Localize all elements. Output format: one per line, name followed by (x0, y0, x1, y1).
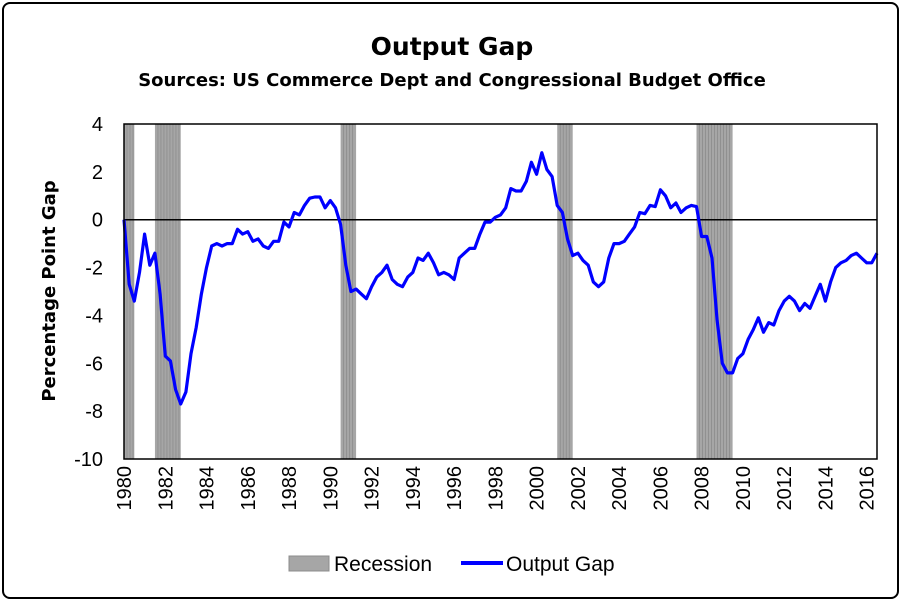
x-tick-label: 1984 (197, 466, 219, 511)
x-tick-label: 2000 (527, 466, 549, 511)
y-tick-label: -2 (85, 258, 103, 280)
legend: Recession Output Gap (288, 553, 615, 576)
y-tick-label: -8 (85, 401, 103, 423)
y-tick-label: 2 (92, 162, 103, 184)
y-tick-label: -4 (85, 305, 103, 327)
x-tick-label: 1992 (362, 466, 384, 511)
x-tick-label: 2004 (609, 466, 631, 511)
x-tick-label: 2002 (568, 466, 590, 511)
chart-subtitle: Sources: US Commerce Dept and Congressio… (138, 70, 766, 91)
recession-band-fill (124, 124, 135, 459)
y-tick-labels: 4 2 0 -2 -4 -6 -8 -10 (74, 114, 103, 471)
x-tick-label: 1990 (320, 466, 342, 511)
recession-bands (124, 124, 733, 459)
series-line-group (122, 151, 879, 406)
x-tick-labels: 1980 1982 1984 1986 1988 1990 1992 1994 1996 1998… (114, 466, 879, 511)
plot-area-border (123, 123, 878, 460)
x-tick-label: 2010 (733, 466, 755, 511)
x-tick-label: 1988 (279, 466, 301, 511)
x-tick-label: 1994 (403, 466, 425, 511)
x-tick-label: 1998 (485, 466, 507, 511)
x-tick-label: 1986 (238, 466, 260, 511)
recession-band-fill (557, 124, 573, 459)
legend-output-gap-label: Output Gap (506, 553, 615, 576)
y-axis-label: Percentage Point Gap (39, 180, 60, 401)
y-tick-label: -10 (74, 449, 103, 471)
output-gap-line (122, 151, 879, 406)
x-tick-label: 2012 (774, 466, 796, 511)
x-tick-label: 2008 (692, 466, 714, 511)
y-tick-label: -6 (85, 353, 103, 375)
x-tick-label: 1996 (444, 466, 466, 511)
recession-band (696, 124, 733, 459)
y-tick-label: 0 (92, 210, 103, 232)
chart-title: Output Gap (371, 32, 534, 61)
legend-recession-label: Recession (334, 553, 432, 576)
x-tick-label: 1982 (155, 466, 177, 511)
recession-band (557, 124, 573, 459)
legend-recession-swatch (288, 555, 330, 572)
x-tick-label: 2006 (650, 466, 672, 511)
x-tick-label: 2016 (857, 466, 879, 511)
y-tick-label: 4 (92, 114, 103, 136)
recession-band (154, 124, 181, 459)
x-tick-label: 2014 (815, 466, 837, 511)
x-tick-label: 1980 (114, 466, 136, 511)
chart-frame (2, 2, 899, 599)
